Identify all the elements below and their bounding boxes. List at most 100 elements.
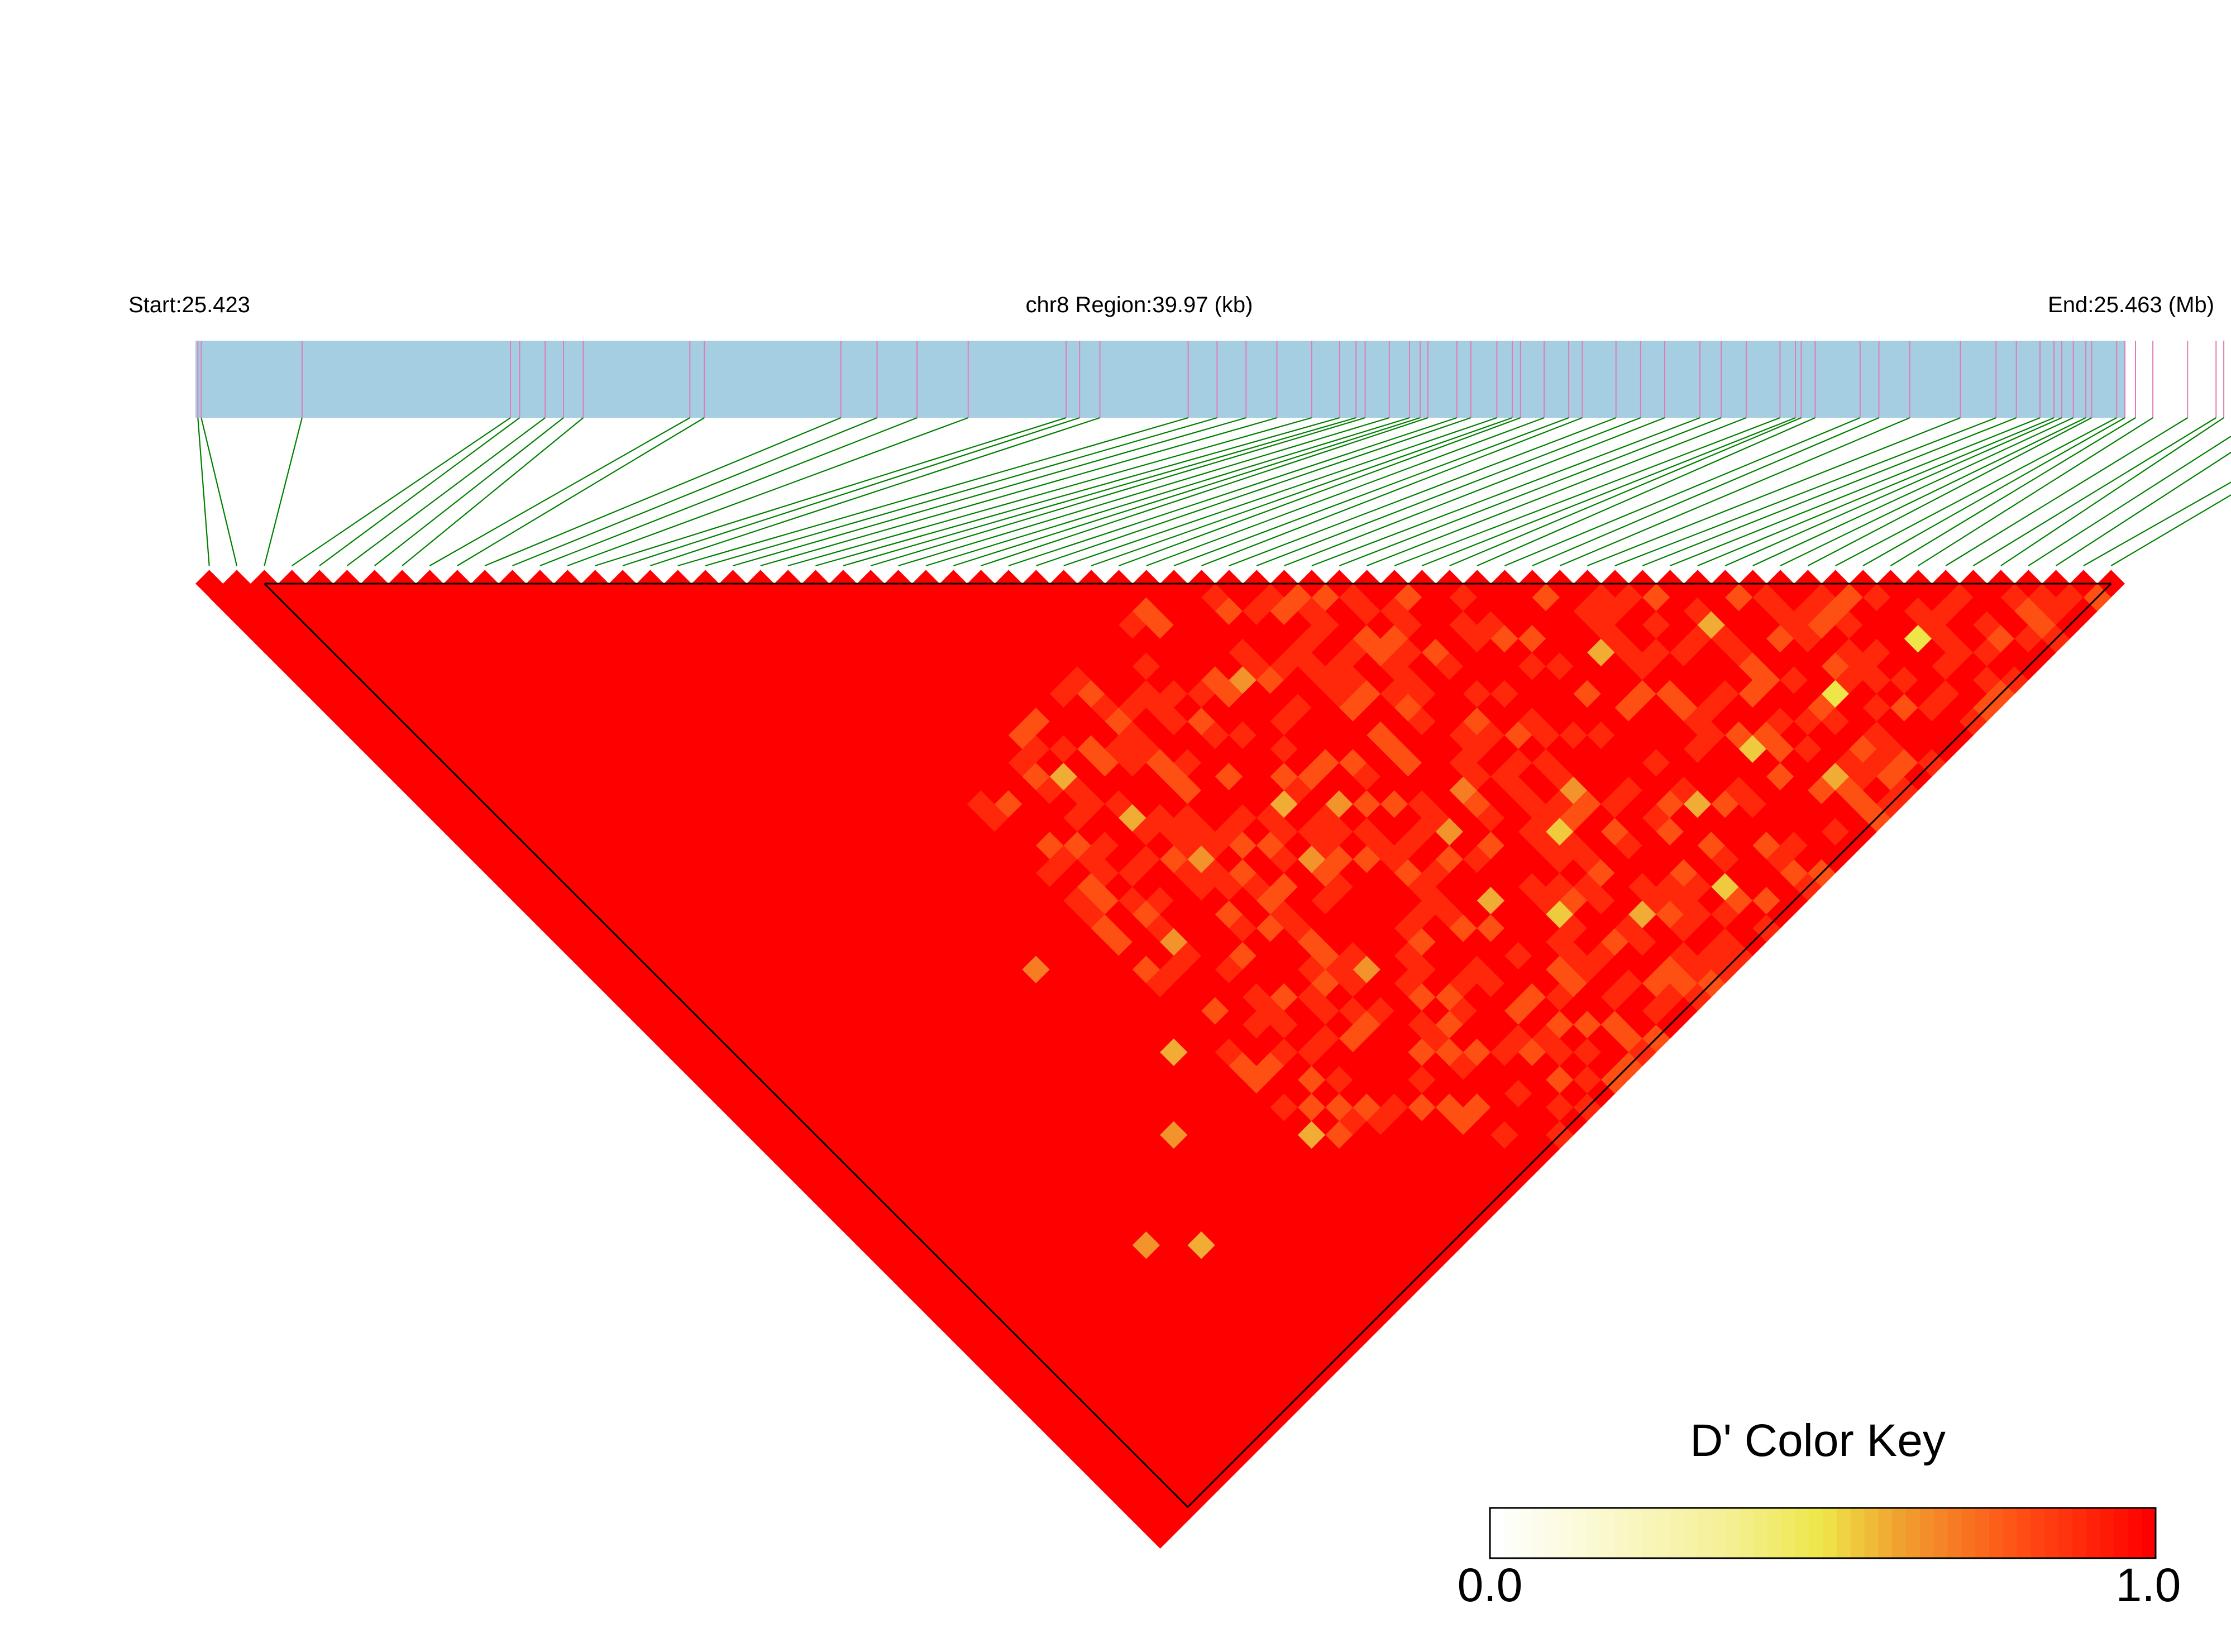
snp-connector-line <box>1311 417 1700 567</box>
color-key-step <box>1989 1508 2004 1558</box>
color-key-step <box>1642 1508 1657 1558</box>
color-key-step <box>1933 1508 1948 1558</box>
snp-connector-line <box>1532 417 1879 567</box>
color-key-step <box>1740 1508 1754 1558</box>
snp-connector-line <box>925 417 1410 567</box>
color-key-step <box>1628 1508 1644 1558</box>
snp-connector-line <box>292 417 511 566</box>
snp-connector-line <box>2056 451 2231 566</box>
snp-connector-line <box>1119 417 1521 567</box>
snp-connector-line <box>197 417 210 566</box>
snp-connector-line <box>346 417 546 566</box>
color-key-step <box>1726 1508 1740 1558</box>
snp-connector-line <box>2028 435 2231 566</box>
snp-connector-line <box>1229 417 1617 567</box>
color-key-step <box>1961 1508 1976 1558</box>
color-key-step <box>1906 1508 1921 1558</box>
color-key-step <box>2114 1508 2129 1558</box>
color-key-step <box>1781 1508 1796 1558</box>
color-key-step <box>1545 1508 1560 1558</box>
snp-connector-line <box>402 417 584 566</box>
color-key-step <box>1684 1508 1699 1558</box>
color-key-step <box>1573 1508 1588 1558</box>
snp-connector-line <box>1945 417 2188 566</box>
snp-connector-line <box>1284 417 1665 567</box>
snp-connector-line <box>1449 417 1802 567</box>
snp-connector-line <box>1146 417 1545 567</box>
snp-connector-line <box>1670 417 2041 567</box>
color-key-step <box>1892 1508 1907 1558</box>
snp-connector-line <box>1752 417 2074 566</box>
color-key-step <box>1531 1508 1546 1558</box>
color-key-step <box>1767 1508 1782 1558</box>
color-key-step <box>2072 1508 2087 1558</box>
color-key-step <box>1823 1508 1837 1558</box>
snp-connector-line <box>1256 417 1641 567</box>
color-key-step <box>1614 1508 1630 1558</box>
color-key-step <box>1698 1508 1713 1558</box>
snp-connector-line <box>953 417 1421 567</box>
region-end-label: End:25.463 (Mb) <box>2048 293 2214 317</box>
color-key-step <box>1587 1508 1602 1558</box>
snp-connector-line <box>200 417 238 566</box>
snp-connector-line <box>843 417 1356 567</box>
snp-connector-line <box>981 417 1429 567</box>
snp-connector-line <box>1642 417 2017 567</box>
color-key-step <box>1670 1508 1685 1558</box>
snp-connector-lines <box>197 417 2231 567</box>
snp-connector-line <box>1173 417 1569 567</box>
snp-connector-line <box>1697 417 2055 567</box>
color-key-step <box>1850 1508 1865 1558</box>
ld-diagonal-cell <box>223 570 251 598</box>
color-key-min-label: 0.0 <box>1457 1559 1523 1611</box>
snp-connector-line <box>1890 417 2136 566</box>
color-key-step <box>1656 1508 1671 1558</box>
snp-connector-line <box>1862 417 2125 566</box>
color-key-title: D' Color Key <box>1690 1415 1946 1466</box>
region-start-label: Start:25.423 <box>128 293 250 317</box>
color-key-step <box>2086 1508 2101 1558</box>
ld-block-outline <box>264 583 2112 1508</box>
snp-connector-line <box>1972 417 2216 566</box>
snp-connector-line <box>2000 417 2224 566</box>
snp-connector-line <box>1477 417 1816 567</box>
snp-connector-line <box>705 417 1217 567</box>
snp-connector-line <box>1367 417 1747 567</box>
color-key-step <box>1795 1508 1810 1558</box>
color-key-step <box>1490 1508 1504 1558</box>
snp-connector-line <box>898 417 1390 567</box>
snp-connector-line <box>539 417 918 567</box>
color-key-border <box>1489 1507 2157 1559</box>
snp-connector-line <box>1504 417 1861 567</box>
snp-connector-line <box>374 417 564 566</box>
snp-connector-line <box>484 417 842 567</box>
snp-connector-line <box>1780 417 2086 566</box>
snp-connector-line <box>2110 494 2231 566</box>
snp-connector-line <box>264 417 303 566</box>
snp-connector-line <box>1559 417 1910 567</box>
snp-connector-line <box>319 417 520 566</box>
color-key-step <box>1753 1508 1768 1558</box>
color-key-step <box>1975 1508 1990 1558</box>
color-key-max-label: 1.0 <box>2115 1559 2181 1611</box>
color-key-step <box>1601 1508 1616 1558</box>
snp-connector-line <box>567 417 969 567</box>
snp-connector-line <box>1614 417 1996 567</box>
ld-diagonal-cell <box>195 570 223 598</box>
color-key-step <box>2128 1508 2143 1558</box>
color-key-step <box>1517 1508 1532 1558</box>
snp-connector-line <box>760 417 1277 567</box>
snp-connector-line <box>1091 417 1513 567</box>
color-key-step <box>2100 1508 2115 1558</box>
color-key <box>1489 1507 2157 1559</box>
snp-connector-line <box>457 417 705 566</box>
color-key-step <box>1559 1508 1574 1558</box>
snp-connector-line <box>1724 417 2062 567</box>
color-key-step <box>2058 1508 2073 1558</box>
snp-connector-line <box>429 417 690 566</box>
snp-connector-line <box>1587 417 1961 567</box>
color-key-step <box>1947 1508 1962 1558</box>
snp-connector-line <box>677 417 1188 567</box>
color-key-step <box>1919 1508 1934 1558</box>
